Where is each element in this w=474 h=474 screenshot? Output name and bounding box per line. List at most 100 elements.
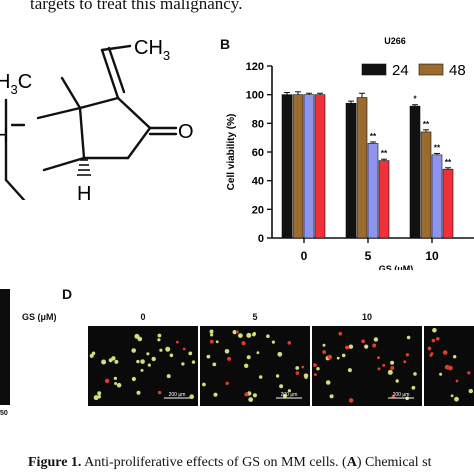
cell-dot xyxy=(377,356,380,360)
cell-dot xyxy=(89,353,94,358)
cell-dot xyxy=(158,390,162,395)
cell-dot xyxy=(104,378,110,384)
bar-s0-5 xyxy=(345,102,357,239)
cell-dot xyxy=(316,367,320,371)
micro-col-label-5: 5 xyxy=(252,312,258,322)
sig-stars-s3-10: ** xyxy=(445,158,452,167)
cell-dot xyxy=(327,354,333,360)
micro-col-label-10: 10 xyxy=(361,312,372,322)
x-tick-label-0: 0 xyxy=(301,249,308,263)
cell-dot xyxy=(181,362,185,366)
cell-dot xyxy=(341,353,346,358)
cell-dot xyxy=(101,359,107,365)
hashed-bond xyxy=(77,159,91,176)
cell-dot xyxy=(227,356,232,361)
atom-h3c-left: H3C xyxy=(0,71,32,97)
cell-dot xyxy=(212,362,217,367)
x-tick-label-10: 10 xyxy=(425,249,439,263)
cell-dot xyxy=(432,327,437,333)
cell-dot xyxy=(182,347,186,351)
cell-dot xyxy=(258,375,263,379)
cell-dot xyxy=(413,372,417,376)
cell-dot xyxy=(241,341,246,346)
sig-stars-s2-10: ** xyxy=(434,143,441,152)
methyl-bond xyxy=(60,76,82,110)
cell-dot xyxy=(377,367,381,371)
bar-s3-10 xyxy=(442,168,454,239)
cell-dot xyxy=(387,369,393,375)
cell-dot xyxy=(140,368,144,372)
cell-dot xyxy=(442,350,448,355)
cell-dot xyxy=(246,355,251,360)
bar-s0-10 xyxy=(409,105,421,239)
cell-dot xyxy=(209,339,214,344)
cell-dot xyxy=(295,371,300,375)
cell-dot xyxy=(295,366,300,370)
bar-s3-0 xyxy=(314,94,326,239)
cell-dot xyxy=(225,381,229,385)
cell-dot xyxy=(151,356,156,362)
bar-s2-10 xyxy=(431,154,443,239)
cell-dot xyxy=(444,364,450,370)
cell-dot xyxy=(114,359,119,364)
sig-stars-s2-5: ** xyxy=(370,132,377,141)
cell-dot xyxy=(114,382,118,385)
cell-dot xyxy=(113,376,117,380)
cell-dot xyxy=(213,392,218,397)
cell-dot xyxy=(189,394,194,399)
cell-dot xyxy=(373,337,379,342)
cell-dot xyxy=(406,335,411,340)
cell-dot xyxy=(287,389,291,393)
atom-ketone-o: O xyxy=(178,121,194,143)
y-tick-label-40: 40 xyxy=(252,176,264,188)
y-tick-label-120: 120 xyxy=(246,61,264,73)
cell-dot xyxy=(210,333,214,337)
partial-panel-c-tick: 50 xyxy=(0,410,8,417)
left-ring-bond-4 xyxy=(4,178,26,200)
cell-dot xyxy=(235,330,239,334)
partial-panel-c-bar xyxy=(0,289,10,405)
cell-dot xyxy=(93,395,99,401)
molecule-structure: CH3 H3C O H H xyxy=(0,37,194,200)
cell-dot xyxy=(322,343,326,347)
scale-bar-label: 200 μm xyxy=(169,392,186,398)
cell-dot xyxy=(111,356,116,361)
cell-dot xyxy=(364,344,369,349)
cell-dot xyxy=(266,334,270,338)
y-tick-label-80: 80 xyxy=(252,118,264,130)
cell-dot xyxy=(436,337,440,341)
cell-dot xyxy=(430,352,434,356)
cell-dot xyxy=(336,356,340,360)
cell-dot xyxy=(348,398,354,403)
cell-dot xyxy=(97,391,102,396)
cell-dot xyxy=(287,341,292,345)
cell-dot xyxy=(157,333,162,338)
y-tick-label-60: 60 xyxy=(252,147,264,159)
left-ring-bond-1 xyxy=(36,106,82,120)
cell-dot xyxy=(372,343,377,348)
bar-s0-0 xyxy=(281,94,293,239)
caption-panel-ref: A xyxy=(346,455,357,470)
panel-d-label: D xyxy=(62,286,73,302)
cell-dot xyxy=(244,392,249,397)
cell-dot xyxy=(146,352,150,356)
cell-dot xyxy=(248,397,254,402)
cell-viability-chart: U266 0 20 40 60 80 100 120 Cell viability (%) 0 5 *… xyxy=(226,36,474,270)
scale-bar-label: 200 μm xyxy=(281,392,298,398)
bar-s2-5 xyxy=(367,143,379,239)
cell-dot xyxy=(382,363,386,367)
cell-dot xyxy=(140,359,145,364)
cell-dot xyxy=(338,331,343,336)
bar-s1-0 xyxy=(292,94,304,239)
y-axis-label: Cell viability (%) xyxy=(226,114,237,191)
figure-caption: Figure 1. Anti-proliferative effects of … xyxy=(28,455,431,471)
cell-dot xyxy=(97,395,101,399)
ethylidene-bond xyxy=(100,44,132,52)
legend-swatch-1 xyxy=(418,63,444,76)
sig-stars-s1-10: ** xyxy=(423,120,430,129)
left-ring-bond-2 xyxy=(42,156,86,172)
sig-stars-s0-10: * xyxy=(413,95,417,104)
cell-dot xyxy=(301,365,305,369)
cell-dot xyxy=(390,360,395,365)
cell-dot xyxy=(325,380,331,385)
